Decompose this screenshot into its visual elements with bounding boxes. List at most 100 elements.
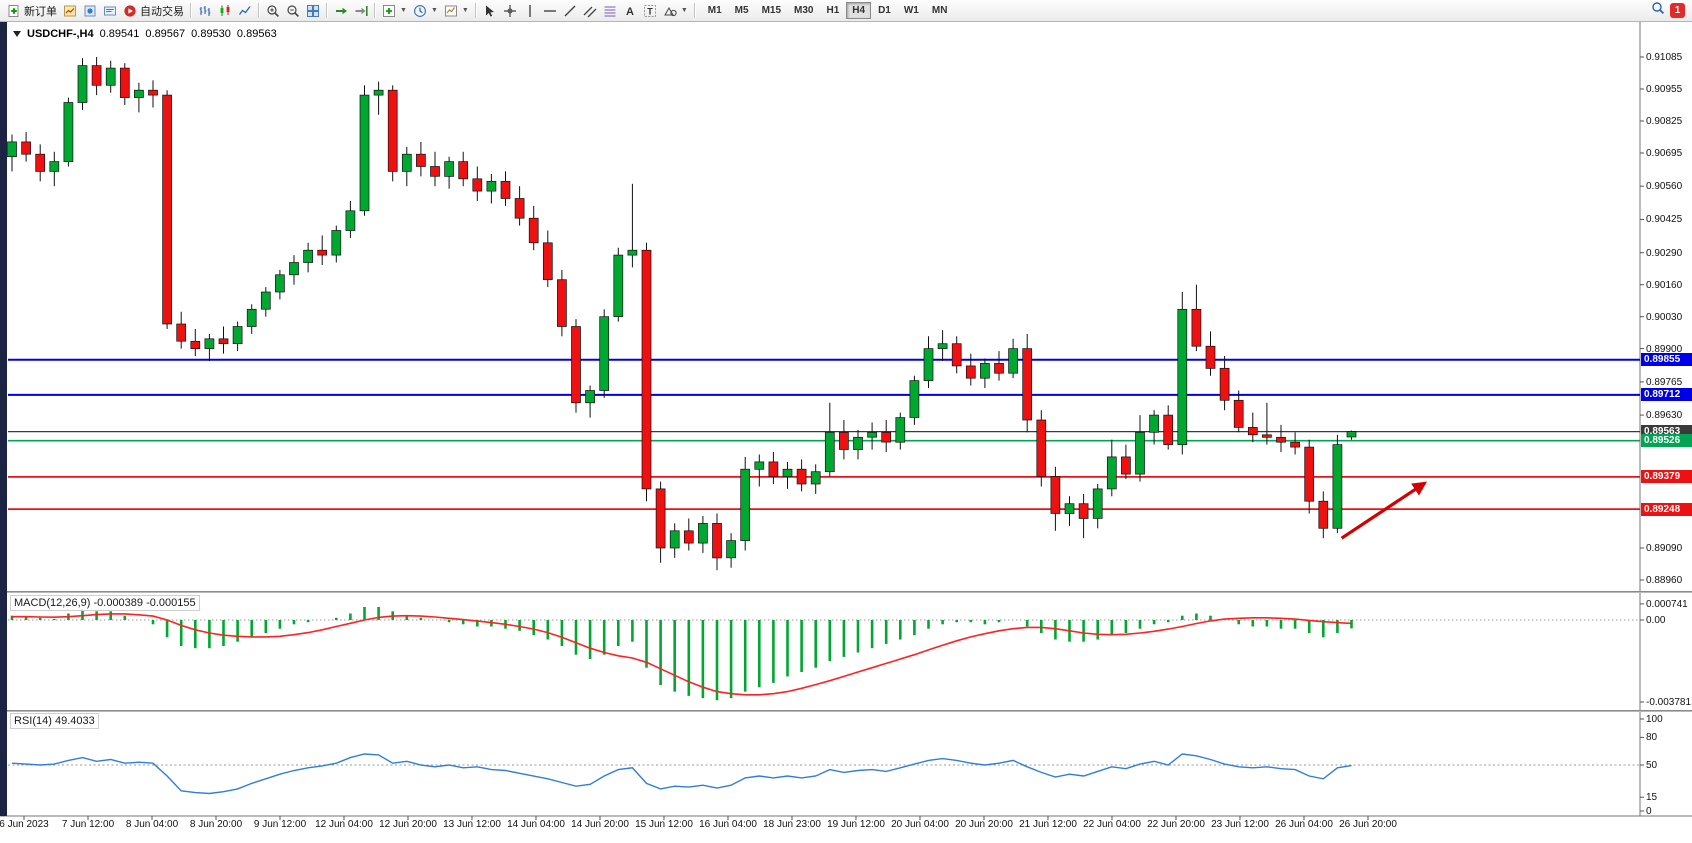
vertical-line-icon — [523, 4, 537, 18]
chart-shift-icon — [354, 4, 368, 18]
chevron-down-icon: ▼ — [430, 7, 438, 14]
market-watch-button[interactable] — [60, 2, 80, 20]
timeframe-button-MN[interactable]: MN — [931, 5, 948, 16]
chevron-down-icon: ▼ — [680, 7, 688, 14]
chart-left-edge — [0, 22, 7, 816]
rsi-indicator-label: RSI(14) 49.4033 — [10, 713, 99, 729]
terminal-button[interactable] — [100, 2, 120, 20]
toolbar-separator — [693, 3, 696, 18]
crosshair-icon — [503, 4, 517, 18]
periods-icon — [413, 4, 427, 18]
text-label-tool-button[interactable]: T — [640, 2, 660, 20]
line-chart-button[interactable] — [235, 2, 255, 20]
symbol-period-label: USDCHF-,H4 — [27, 28, 94, 40]
toolbar-separator — [474, 3, 477, 18]
timeframe-group: M1 M5 M15 M30 H1 H4 D1 W1 MN — [702, 2, 954, 19]
toolbar-separator — [326, 3, 328, 18]
toolbar-right-group: 1 — [1651, 1, 1688, 20]
trendline-tool-button[interactable] — [560, 2, 580, 20]
candlestick-chart-button[interactable] — [215, 2, 235, 20]
zoom-in-icon — [266, 4, 280, 18]
macd-signal-line — [12, 613, 1352, 696]
navigator-icon — [83, 4, 97, 18]
timeframe-button-M5[interactable]: M5 — [734, 5, 749, 16]
macd-values: -0.000389 -0.000155 — [93, 597, 196, 609]
text-label-icon: T — [643, 4, 657, 18]
notification-badge[interactable]: 1 — [1670, 3, 1685, 18]
text-tool-button[interactable]: A — [620, 2, 640, 20]
indicators-button[interactable]: ▼ — [379, 2, 410, 20]
tile-windows-button[interactable] — [303, 2, 323, 20]
horizontal-line-tool-button[interactable] — [540, 2, 560, 20]
timeframe-button-M15[interactable]: M15 — [761, 5, 782, 16]
new-order-icon — [7, 4, 21, 18]
ohlc-close: 0.89563 — [236, 28, 277, 40]
new-order-label: 新订单 — [24, 5, 57, 18]
fibonacci-icon — [603, 4, 617, 18]
search-icon[interactable] — [1651, 1, 1665, 20]
timeframe-button-H1[interactable]: H1 — [826, 5, 840, 16]
channel-tool-button[interactable] — [580, 2, 600, 20]
text-icon: A — [623, 4, 637, 18]
timeframe-button-H4[interactable]: H4 — [846, 2, 872, 19]
line-chart-icon — [238, 4, 252, 18]
macd-name: MACD(12,26,9) — [14, 597, 91, 609]
rsi-line — [11, 753, 1352, 795]
trendline-icon — [563, 4, 577, 18]
ohlc-high: 0.89567 — [145, 28, 186, 40]
tile-windows-icon — [306, 4, 320, 18]
panel-separator[interactable] — [0, 591, 1692, 593]
chevron-down-icon: ▼ — [461, 7, 469, 14]
crosshair-tool-button[interactable] — [500, 2, 520, 20]
auto-trading-label: 自动交易 — [140, 5, 184, 18]
periods-button[interactable]: ▼ — [410, 2, 441, 20]
zoom-out-icon — [286, 4, 300, 18]
timeframe-button-M1[interactable]: M1 — [707, 5, 722, 16]
chart-shift-button[interactable] — [351, 2, 371, 20]
fibonacci-tool-button[interactable] — [600, 2, 620, 20]
ohlc-low: 0.89530 — [191, 28, 231, 40]
svg-text:T: T — [647, 6, 653, 16]
candlestick-chart-icon — [218, 4, 232, 18]
bar-chart-icon — [198, 4, 212, 18]
channel-icon — [583, 4, 597, 18]
shapes-icon — [663, 4, 677, 18]
rsi-name: RSI(14) — [14, 715, 52, 727]
zoom-out-button[interactable] — [283, 2, 303, 20]
svg-text:A: A — [626, 6, 634, 18]
auto-trading-button[interactable]: 自动交易 — [120, 2, 187, 20]
panel-separator[interactable] — [0, 710, 1692, 712]
shapes-tool-button[interactable]: ▼ — [660, 2, 691, 20]
rsi-value: 49.4033 — [54, 715, 95, 727]
cursor-tool-button[interactable] — [480, 2, 500, 20]
navigator-button[interactable] — [80, 2, 100, 20]
toolbar-separator — [258, 3, 260, 18]
auto-scroll-button[interactable] — [331, 2, 351, 20]
auto-trading-icon — [123, 4, 137, 18]
chevron-down-icon: ▼ — [400, 7, 407, 14]
ohlc-open: 0.89541 — [99, 28, 140, 40]
templates-button[interactable]: ▼ — [441, 2, 472, 20]
timeframe-button-M30[interactable]: M30 — [794, 5, 814, 16]
toolbar-separator — [374, 3, 376, 18]
indicators-icon — [382, 4, 396, 18]
horizontal-line-icon — [543, 4, 557, 18]
toolbar-separator — [190, 3, 192, 18]
market-watch-icon — [63, 4, 77, 18]
terminal-icon — [103, 4, 117, 18]
macd-indicator-label: MACD(12,26,9) -0.000389 -0.000155 — [10, 595, 200, 611]
auto-scroll-icon — [334, 4, 348, 18]
bar-chart-button[interactable] — [195, 2, 215, 20]
cursor-icon — [483, 4, 497, 18]
zoom-in-button[interactable] — [263, 2, 283, 20]
new-order-button[interactable]: 新订单 — [4, 2, 60, 20]
timeframe-button-D1[interactable]: D1 — [878, 5, 891, 16]
chart-menu-button[interactable] — [13, 31, 21, 37]
chart-title: USDCHF-,H4 0.89541 0.89567 0.89530 0.895… — [13, 28, 277, 40]
trend-arrow-annotation[interactable] — [1340, 481, 1428, 540]
vertical-line-tool-button[interactable] — [520, 2, 540, 20]
timeframe-button-W1[interactable]: W1 — [903, 5, 919, 16]
toolbar: 新订单 自动交易 — [0, 0, 1692, 22]
